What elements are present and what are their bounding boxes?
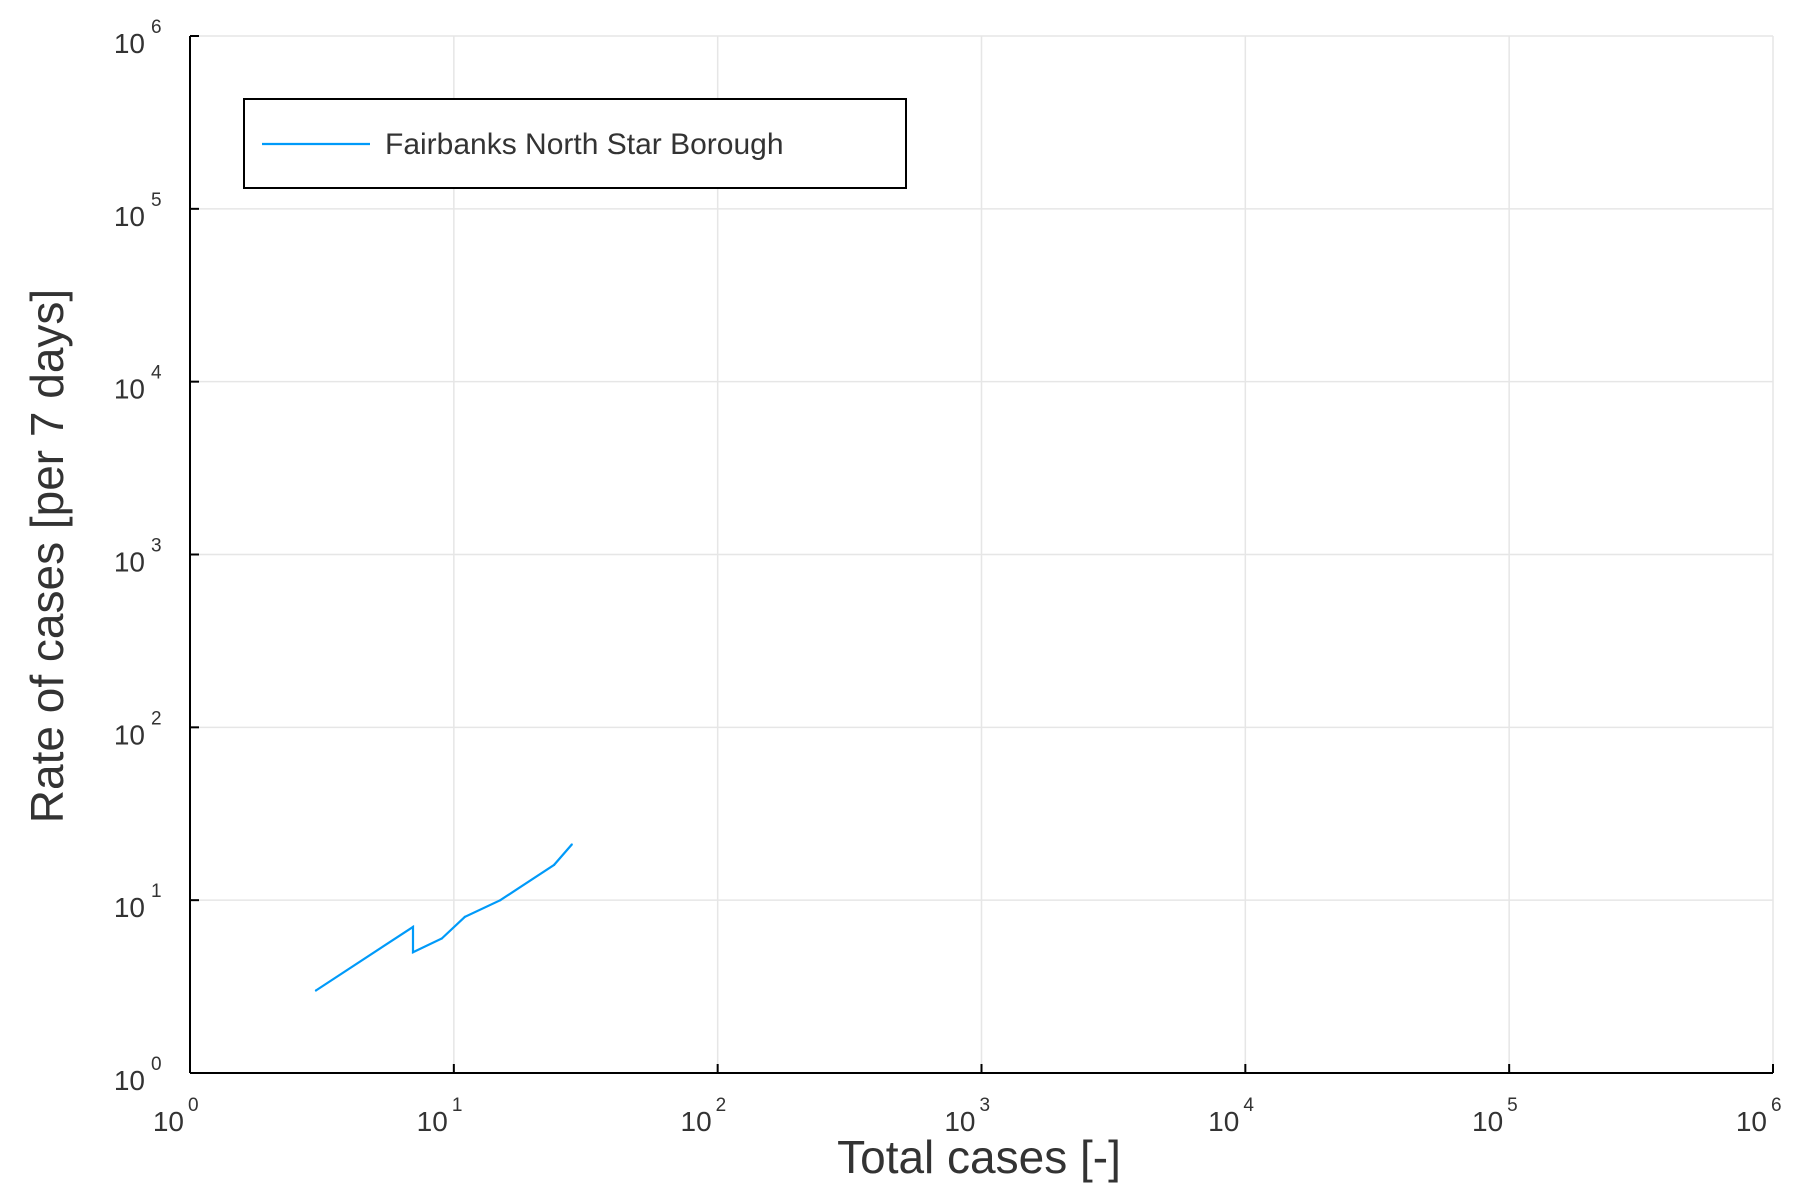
y-tick-label: 10 6 — [114, 17, 162, 59]
x-tick-exponent: 5 — [1507, 1095, 1518, 1116]
x-tick-base: 10 — [153, 1106, 184, 1137]
y-tick-exponent: 5 — [151, 190, 162, 211]
series-layer — [314, 843, 573, 992]
series-line-0 — [315, 843, 573, 992]
y-tick-exponent: 3 — [151, 536, 162, 557]
x-tick-label: 100 — [153, 1095, 199, 1137]
y-tick-label: 10 5 — [114, 190, 162, 232]
y-tick-label: 10 0 — [114, 1054, 162, 1096]
y-tick-base: 10 — [114, 719, 145, 750]
y-tick-label: 10 1 — [114, 881, 162, 923]
x-tick-exponent: 3 — [980, 1095, 991, 1116]
legend: Fairbanks North Star Borough — [243, 98, 907, 189]
y-tick-base: 10 — [114, 547, 145, 578]
data-point — [411, 951, 415, 954]
data-point — [463, 915, 466, 919]
x-tick-base: 10 — [1208, 1106, 1239, 1137]
x-tick-exponent: 4 — [1243, 1095, 1254, 1116]
legend-label-0: Fairbanks North Star Borough — [385, 128, 784, 161]
y-tick-label: 10 3 — [114, 536, 162, 578]
y-tick-base: 10 — [114, 201, 145, 232]
y-tick-label: 10 4 — [114, 363, 162, 405]
x-tick-base: 10 — [944, 1106, 975, 1137]
y-tick-base: 10 — [114, 892, 145, 923]
x-tick-base: 10 — [681, 1106, 712, 1137]
x-tick-label: 105 — [1472, 1095, 1518, 1137]
y-tick-base: 10 — [114, 28, 145, 59]
y-tick-label: 10 2 — [114, 708, 162, 750]
y-tick-exponent: 0 — [151, 1054, 162, 1075]
data-point — [499, 899, 502, 902]
data-point — [440, 937, 443, 940]
x-tick-base: 10 — [1736, 1106, 1767, 1137]
x-tick-label: 104 — [1208, 1095, 1254, 1137]
y-tick-exponent: 4 — [151, 363, 162, 384]
y-tick-base: 10 — [114, 1065, 145, 1096]
data-point — [553, 863, 556, 867]
x-tick-base: 10 — [417, 1106, 448, 1137]
x-tick-label: 102 — [681, 1095, 727, 1137]
x-axis-title: Total cases [-] — [837, 1131, 1121, 1183]
tick-labels: 1001011021031041051061001011021031041051… — [114, 17, 1782, 1137]
x-tick-exponent: 1 — [452, 1095, 463, 1116]
data-point — [570, 843, 573, 846]
data-point — [314, 989, 317, 992]
data-point — [411, 925, 415, 929]
y-tick-exponent: 6 — [151, 17, 162, 38]
x-tick-label: 106 — [1736, 1095, 1782, 1137]
x-tick-exponent: 6 — [1771, 1095, 1782, 1116]
y-tick-exponent: 2 — [151, 708, 162, 729]
x-tick-label: 101 — [417, 1095, 463, 1137]
x-tick-label: 103 — [944, 1095, 990, 1137]
x-tick-exponent: 0 — [188, 1095, 199, 1116]
x-tick-base: 10 — [1472, 1106, 1503, 1137]
y-tick-base: 10 — [114, 374, 145, 405]
y-tick-exponent: 1 — [151, 881, 162, 902]
y-axis-title: Rate of cases [per 7 days] — [21, 289, 73, 823]
axes — [189, 35, 1774, 1074]
x-tick-exponent: 2 — [716, 1095, 727, 1116]
